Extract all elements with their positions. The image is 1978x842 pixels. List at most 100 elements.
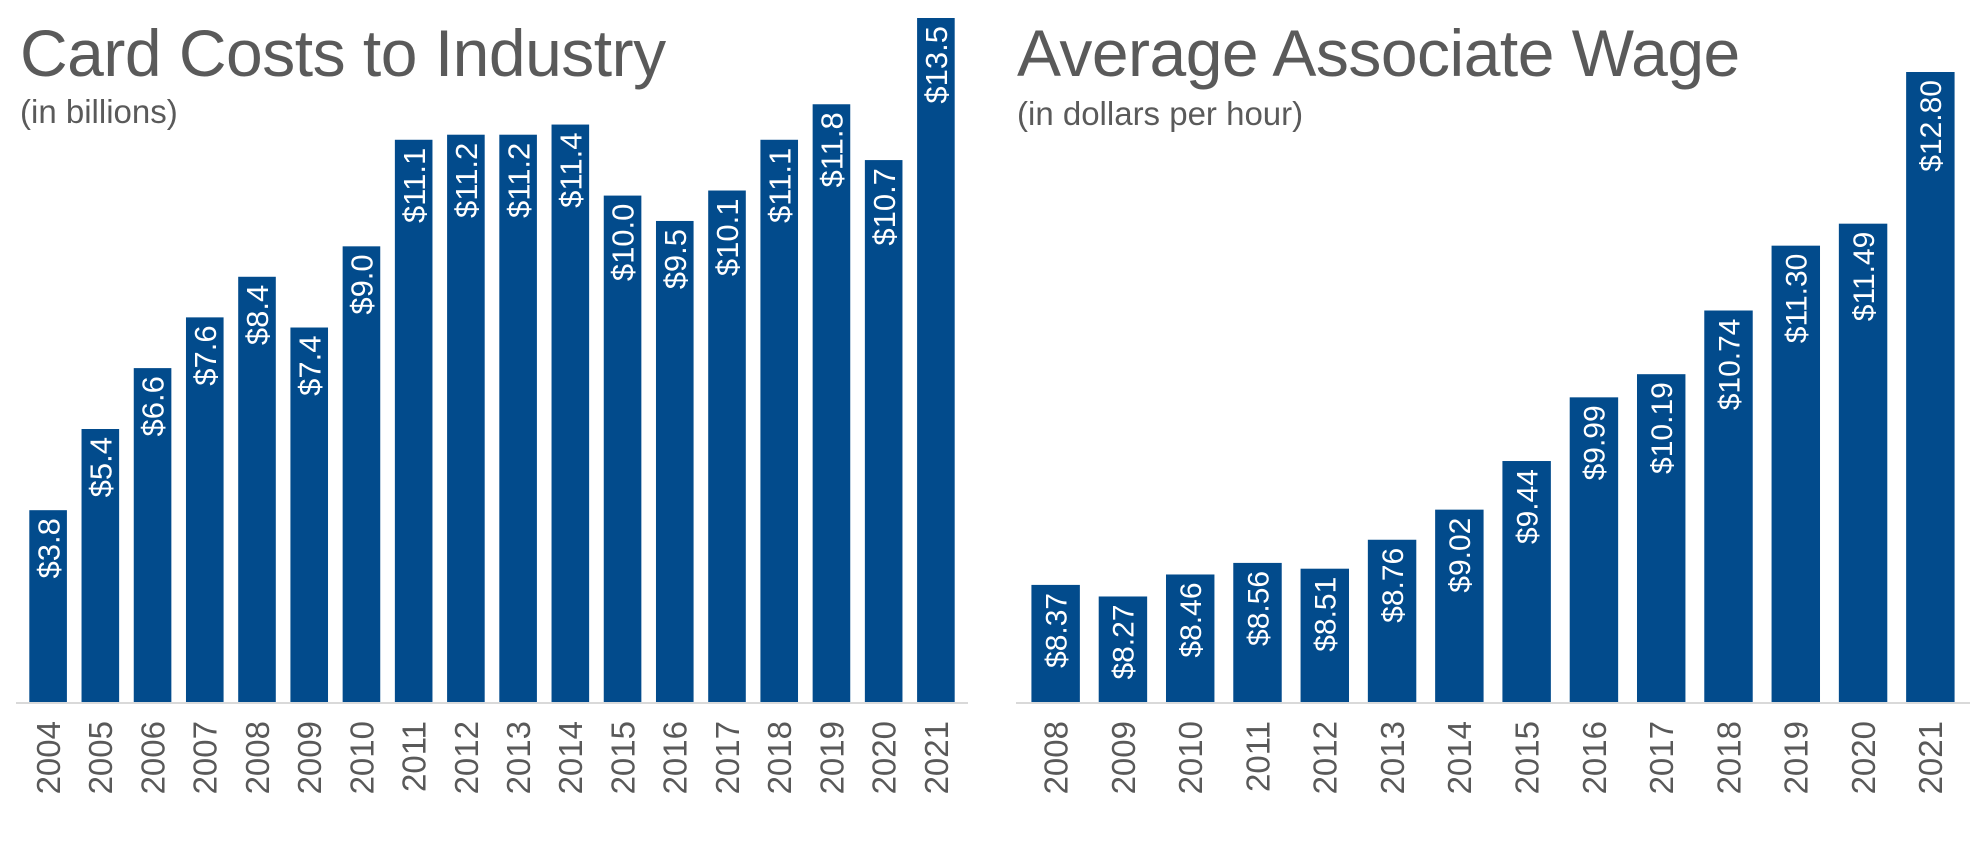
data-label-2010: $9.0 [345,254,380,314]
chart-title-card-costs: Card Costs to Industry [20,16,666,90]
bar-2012 [1300,568,1350,703]
x-tick-label-2021: 2021 [1912,721,1949,794]
data-label-2014: $9.02 [1444,518,1477,593]
x-tick-label-2016: 2016 [1576,721,1613,794]
x-tick-label-2009: 2009 [291,721,328,794]
bar-2006 [133,368,172,703]
chart-subtitle-card-costs: (in billions) [20,93,178,130]
data-label-2013: $11.2 [501,143,536,218]
x-tick-label-2011: 2011 [1239,721,1276,792]
data-label-2020: $11.49 [1848,232,1881,322]
data-label-2021: $13.5 [919,26,954,104]
bar-2018 [1704,310,1753,703]
bar-2016 [1569,397,1619,703]
x-tick-label-2009: 2009 [1105,721,1142,794]
x-tick-label-2012: 2012 [448,721,485,794]
data-label-2018: $10.74 [1713,319,1746,411]
x-tick-label-2019: 2019 [813,721,850,794]
x-tick-label-2021: 2021 [918,721,955,794]
bar-2015 [603,195,642,703]
data-label-2011: $8.56 [1242,571,1275,646]
data-label-2007: $7.6 [188,325,223,385]
data-label-2015: $9.44 [1511,469,1544,544]
bar-2020 [864,160,903,703]
bar-2016 [655,220,694,704]
data-label-2019: $11.30 [1781,254,1814,344]
chart-subtitle-associate-wage: (in dollars per hour) [1017,95,1304,132]
data-label-2012: $11.2 [449,143,484,218]
data-label-2021: $12.80 [1915,80,1948,172]
x-tick-label-2013: 2013 [1374,721,1411,794]
bar-2021 [1906,72,1955,703]
bar-2014 [1435,509,1484,703]
x-tick-label-2010: 2010 [343,721,380,794]
data-label-2005: $5.4 [83,437,118,497]
data-label-2009: $8.27 [1108,604,1141,679]
bar-2010 [1165,574,1215,703]
bar-2010 [342,246,381,704]
data-label-2020: $10.7 [867,168,902,246]
data-label-2014: $11.4 [553,133,588,208]
x-tick-label-2016: 2016 [657,721,694,794]
bar-2013 [499,134,537,703]
bar-2009 [290,327,329,703]
data-label-2011: $11.1 [397,148,432,223]
data-label-2017: $10.19 [1646,382,1679,474]
data-label-2013: $8.76 [1377,548,1410,623]
bar-2021 [917,18,955,703]
bar-2018 [760,139,799,703]
data-label-2019: $11.8 [815,112,850,187]
x-tick-label-2012: 2012 [1307,721,1344,794]
x-tick-label-2006: 2006 [134,721,171,794]
bar-2015 [1502,461,1551,703]
chart-title-associate-wage: Average Associate Wage [1017,16,1740,90]
data-label-2016: $9.99 [1579,405,1612,480]
x-tick-label-2008: 2008 [239,721,276,794]
x-tick-label-2014: 2014 [1441,721,1478,794]
x-tick-label-2017: 2017 [1643,721,1680,794]
data-label-2010: $8.46 [1175,582,1208,657]
bar-2014 [551,124,590,704]
bar-2005 [81,429,120,703]
data-label-2004: $3.8 [31,518,66,578]
bar-2007 [185,317,224,703]
data-label-2016: $9.5 [658,229,693,289]
x-tick-label-2005: 2005 [82,721,119,794]
data-label-2012: $8.51 [1310,577,1343,652]
x-tick-label-2004: 2004 [30,721,67,794]
x-tick-label-2010: 2010 [1172,721,1209,794]
data-label-2017: $10.1 [710,199,745,277]
x-tick-label-2018: 2018 [1710,721,1747,794]
bar-2019 [1771,245,1821,703]
bar-2011 [1233,562,1282,703]
x-tick-label-2008: 2008 [1038,721,1075,794]
x-tick-label-2015: 2015 [604,721,641,794]
data-label-2008: $8.4 [240,285,275,345]
data-label-2015: $10.0 [606,204,641,282]
data-label-2018: $11.1 [762,148,797,223]
bar-2004 [29,510,67,703]
bar-2020 [1838,223,1888,703]
bar-2017 [708,190,746,703]
x-tick-label-2020: 2020 [866,721,903,794]
data-label-2006: $6.6 [136,376,171,436]
x-tick-label-2015: 2015 [1509,721,1546,794]
x-tick-label-2013: 2013 [500,721,537,794]
data-label-2008: $8.37 [1040,593,1073,668]
bar-2009 [1098,596,1148,703]
x-tick-label-2020: 2020 [1845,721,1882,794]
x-tick-label-2011: 2011 [396,721,433,792]
x-tick-label-2018: 2018 [761,721,798,794]
x-tick-label-2017: 2017 [709,721,746,794]
bar-2013 [1367,539,1417,703]
bar-2019 [812,104,851,703]
x-tick-label-2014: 2014 [552,721,589,794]
data-label-2009: $7.4 [292,336,327,396]
bar-2012 [447,134,485,703]
bar-2017 [1636,374,1686,703]
bar-2008 [238,276,276,703]
x-tick-label-2019: 2019 [1778,721,1815,794]
bar-2011 [394,139,433,703]
